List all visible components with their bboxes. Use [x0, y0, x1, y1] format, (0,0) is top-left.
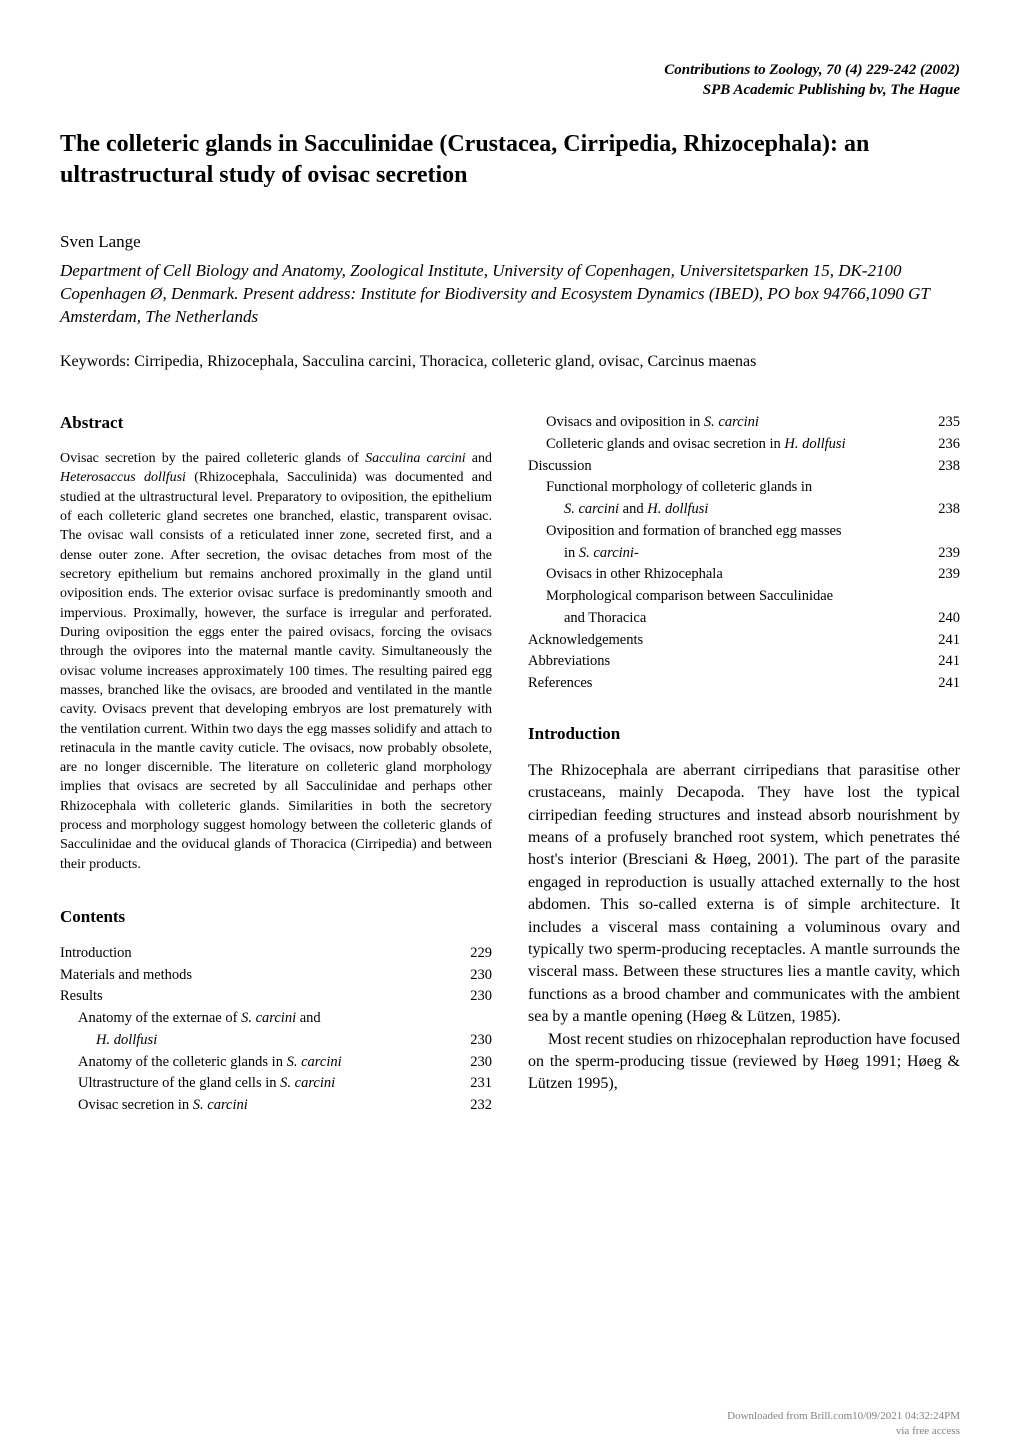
abstract-heading: Abstract — [60, 412, 492, 435]
toc-page: 241 — [938, 673, 960, 695]
toc-row: Anatomy of the colleteric glands in S. c… — [60, 1052, 492, 1074]
toc-row: Acknowledgements241 — [528, 630, 960, 652]
introduction-heading: Introduction — [528, 723, 960, 746]
toc-row: Morphological comparison between Sacculi… — [528, 586, 960, 608]
toc-page: 241 — [938, 651, 960, 673]
toc-page: 235 — [938, 412, 960, 434]
toc-label: Anatomy of the externae of S. carcini an… — [78, 1008, 492, 1030]
toc-row: Ovisac secretion in S. carcini232 — [60, 1095, 492, 1117]
toc-row: Abbreviations241 — [528, 651, 960, 673]
toc-row: H. dollfusi230 — [60, 1030, 492, 1052]
toc-page: 230 — [470, 986, 492, 1008]
toc-label: Morphological comparison between Sacculi… — [546, 586, 960, 608]
toc-row: Results230 — [60, 986, 492, 1008]
introduction-text: The Rhizocephala are aberrant cirripedia… — [528, 760, 960, 1096]
footer-line1: Downloaded from Brill.com10/09/2021 04:3… — [727, 1409, 960, 1423]
toc-label: and Thoracica — [564, 608, 938, 630]
author-affiliation: Department of Cell Biology and Anatomy, … — [60, 260, 960, 329]
toc-page: 241 — [938, 630, 960, 652]
toc-page: 240 — [938, 608, 960, 630]
keywords-label: Keywords: — [60, 353, 130, 370]
toc-row: References241 — [528, 673, 960, 695]
toc-row: Introduction229 — [60, 943, 492, 965]
publisher-line: SPB Academic Publishing bv, The Hague — [60, 80, 960, 100]
intro-p1: The Rhizocephala are aberrant cirripedia… — [528, 760, 960, 1029]
toc-label: Acknowledgements — [528, 630, 938, 652]
toc-row: Discussion238 — [528, 456, 960, 478]
abstract-span: (Rhizocephala, Sacculinida) was document… — [60, 470, 492, 871]
journal-line: Contributions to Zoology, 70 (4) 229-242… — [60, 60, 960, 80]
toc-page: 230 — [470, 1030, 492, 1052]
download-footer: Downloaded from Brill.com10/09/2021 04:3… — [727, 1409, 960, 1438]
toc-label: Discussion — [528, 456, 938, 478]
toc-row: Ovisacs in other Rhizocephala239 — [528, 564, 960, 586]
toc-row: Ultrastructure of the gland cells in S. … — [60, 1073, 492, 1095]
contents-heading: Contents — [60, 906, 492, 929]
toc-page: 238 — [938, 456, 960, 478]
two-column-layout: Abstract Ovisac secretion by the paired … — [60, 412, 960, 1117]
toc-label: Ovisac secretion in S. carcini — [78, 1095, 470, 1117]
toc-page: 236 — [938, 434, 960, 456]
toc-label: Abbreviations — [528, 651, 938, 673]
toc-right: Ovisacs and oviposition in S. carcini235… — [528, 412, 960, 695]
toc-row: Colleteric glands and ovisac secretion i… — [528, 434, 960, 456]
toc-label: References — [528, 673, 938, 695]
toc-page: 229 — [470, 943, 492, 965]
abstract-span: Ovisac secretion by the paired colleteri… — [60, 451, 365, 466]
abstract-text: Ovisac secretion by the paired colleteri… — [60, 449, 492, 874]
toc-label: Anatomy of the colleteric glands in S. c… — [78, 1052, 470, 1074]
author-name: Sven Lange — [60, 231, 960, 254]
toc-label: H. dollfusi — [96, 1030, 470, 1052]
toc-label: Ultrastructure of the gland cells in S. … — [78, 1073, 470, 1095]
footer-line2: via free access — [727, 1424, 960, 1438]
abstract-span: and — [466, 451, 492, 466]
journal-header: Contributions to Zoology, 70 (4) 229-242… — [60, 60, 960, 101]
abstract-italic: Sacculina carcini — [365, 451, 466, 466]
toc-label: in S. carcini- — [564, 543, 938, 565]
keywords-mid: , Thoracica, colleteric gland, ovisac, — [412, 353, 648, 370]
toc-page: 232 — [470, 1095, 492, 1117]
toc-row: Anatomy of the externae of S. carcini an… — [60, 1008, 492, 1030]
keywords-prefix: Cirripedia, Rhizocephala, — [130, 353, 302, 370]
toc-left: Introduction229Materials and methods230R… — [60, 943, 492, 1117]
toc-row: Ovisacs and oviposition in S. carcini235 — [528, 412, 960, 434]
toc-page: 238 — [938, 499, 960, 521]
toc-label: Ovisacs and oviposition in S. carcini — [546, 412, 938, 434]
intro-p2: Most recent studies on rhizocephalan rep… — [528, 1029, 960, 1096]
toc-label: Introduction — [60, 943, 470, 965]
keywords-italic1: Sacculina carcini — [302, 353, 412, 370]
toc-label: Materials and methods — [60, 965, 470, 987]
toc-page: 230 — [470, 965, 492, 987]
toc-page: 231 — [470, 1073, 492, 1095]
toc-page: 239 — [938, 564, 960, 586]
toc-page: 230 — [470, 1052, 492, 1074]
toc-label: Ovisacs in other Rhizocephala — [546, 564, 938, 586]
toc-label: S. carcini and H. dollfusi — [564, 499, 938, 521]
keywords: Keywords: Cirripedia, Rhizocephala, Sacc… — [60, 351, 960, 373]
toc-label: Colleteric glands and ovisac secretion i… — [546, 434, 938, 456]
toc-row: in S. carcini-239 — [528, 543, 960, 565]
toc-label: Results — [60, 986, 470, 1008]
right-column: Ovisacs and oviposition in S. carcini235… — [528, 412, 960, 1117]
article-title: The colleteric glands in Sacculinidae (C… — [60, 129, 960, 191]
toc-row: and Thoracica240 — [528, 608, 960, 630]
abstract-italic: Heterosaccus dollfusi — [60, 470, 186, 485]
toc-row: S. carcini and H. dollfusi238 — [528, 499, 960, 521]
toc-label: Functional morphology of colleteric glan… — [546, 477, 960, 499]
left-column: Abstract Ovisac secretion by the paired … — [60, 412, 492, 1117]
keywords-italic2: Carcinus maenas — [647, 353, 756, 370]
toc-page: 239 — [938, 543, 960, 565]
toc-row: Functional morphology of colleteric glan… — [528, 477, 960, 499]
toc-label: Oviposition and formation of branched eg… — [546, 521, 960, 543]
toc-row: Materials and methods230 — [60, 965, 492, 987]
toc-row: Oviposition and formation of branched eg… — [528, 521, 960, 543]
